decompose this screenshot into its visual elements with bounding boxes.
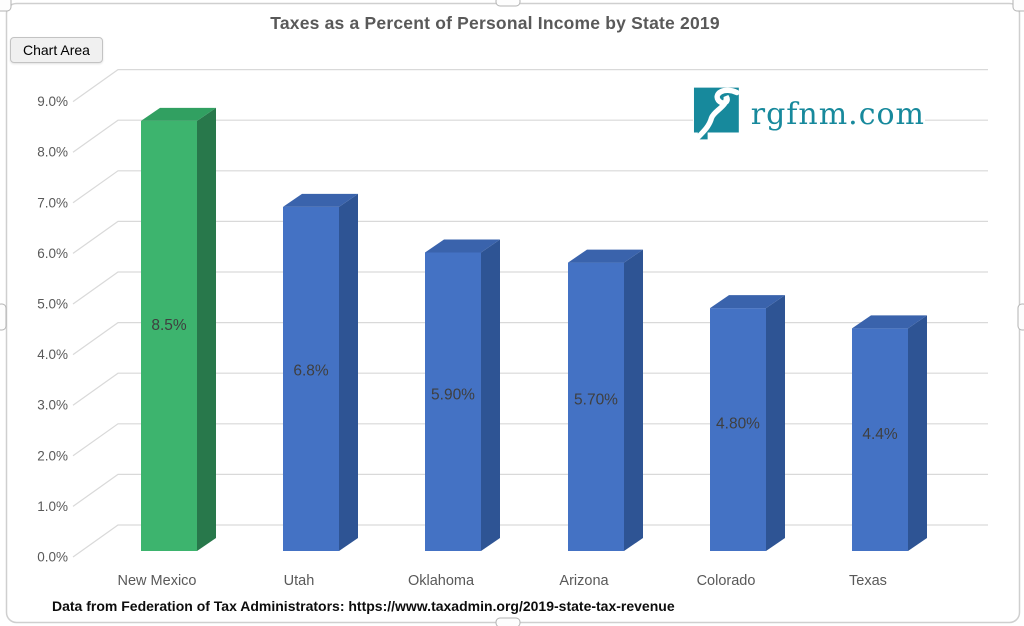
bar-side-face <box>339 193 358 552</box>
bar-front-face[interactable] <box>141 120 197 552</box>
gridline <box>72 322 988 356</box>
y-tick-label[interactable]: 1.0% <box>37 499 68 514</box>
data-label[interactable]: 4.4% <box>862 426 898 443</box>
bar-front-face[interactable] <box>283 206 339 552</box>
gridline <box>72 423 988 457</box>
gridline <box>72 271 988 305</box>
data-label[interactable]: 8.5% <box>151 317 187 334</box>
bar-top-face <box>283 193 358 207</box>
bar-top-face <box>852 315 927 329</box>
y-tick-label[interactable]: 7.0% <box>37 195 68 210</box>
handle-top-left[interactable] <box>0 0 12 12</box>
y-tick-label[interactable]: 5.0% <box>37 297 68 312</box>
bar-arizona[interactable]: 5.70% <box>568 249 643 551</box>
gridline <box>72 524 988 558</box>
y-tick-label[interactable]: 3.0% <box>37 398 68 413</box>
data-label[interactable]: 4.80% <box>716 415 760 432</box>
bar-side-face <box>908 315 927 551</box>
bar-side-face <box>197 107 216 552</box>
bar-top-face <box>425 239 500 253</box>
logo-text: rgfnm.com <box>750 96 925 132</box>
chart-area-tooltip: Chart Area <box>10 37 103 63</box>
gridline <box>72 68 988 103</box>
handle-right-center[interactable] <box>1017 303 1024 331</box>
bar-colorado[interactable]: 4.80% <box>710 295 785 551</box>
category-label-oklahoma[interactable]: Oklahoma <box>408 573 475 589</box>
category-label-new-mexico[interactable]: New Mexico <box>118 573 197 589</box>
category-label-colorado[interactable]: Colorado <box>697 573 756 589</box>
bar-front-face[interactable] <box>568 262 624 551</box>
gridline <box>72 372 988 406</box>
gridline <box>72 170 988 204</box>
handle-bottom-center[interactable] <box>495 617 521 626</box>
category-label-texas[interactable]: Texas <box>849 573 887 589</box>
handle-top-center[interactable] <box>495 0 521 7</box>
category-label-arizona[interactable]: Arizona <box>559 573 609 589</box>
data-label[interactable]: 5.90% <box>431 386 475 403</box>
y-tick-label[interactable]: 4.0% <box>37 347 68 362</box>
y-tick-label[interactable]: 2.0% <box>37 448 68 463</box>
category-label-utah[interactable]: Utah <box>284 573 315 589</box>
bar-top-face <box>141 107 216 121</box>
bar-oklahoma[interactable]: 5.90% <box>425 239 500 551</box>
source-note: Data from Federation of Tax Administrato… <box>52 598 675 614</box>
bar-side-face <box>481 239 500 551</box>
bar-side-face <box>624 249 643 551</box>
handle-top-right[interactable] <box>1012 0 1024 12</box>
chart-title[interactable]: Taxes as a Percent of Personal Income by… <box>270 13 720 33</box>
bar-front-face[interactable] <box>425 252 481 551</box>
bar-top-face <box>568 249 643 263</box>
data-label[interactable]: 5.70% <box>574 392 618 409</box>
bar-front-face[interactable] <box>710 308 766 551</box>
gridline <box>72 473 988 507</box>
bar-new-mexico[interactable]: 8.5% <box>141 107 216 552</box>
bar-front-face[interactable] <box>852 328 908 551</box>
gridline <box>72 220 988 254</box>
data-label[interactable]: 6.8% <box>293 362 329 379</box>
bar-side-face <box>766 295 785 551</box>
y-tick-label[interactable]: 6.0% <box>37 246 68 261</box>
y-tick-label[interactable]: 8.0% <box>37 145 68 160</box>
bar-top-face <box>710 295 785 309</box>
handle-left-center[interactable] <box>0 303 7 331</box>
bar-texas[interactable]: 4.4% <box>852 315 927 551</box>
y-tick-label[interactable]: 9.0% <box>37 94 68 109</box>
logo: rgfnm.com <box>693 86 925 142</box>
y-tick-label[interactable]: 0.0% <box>37 550 68 565</box>
new-mexico-state-icon <box>693 87 740 141</box>
bar-utah[interactable]: 6.8% <box>283 193 358 552</box>
